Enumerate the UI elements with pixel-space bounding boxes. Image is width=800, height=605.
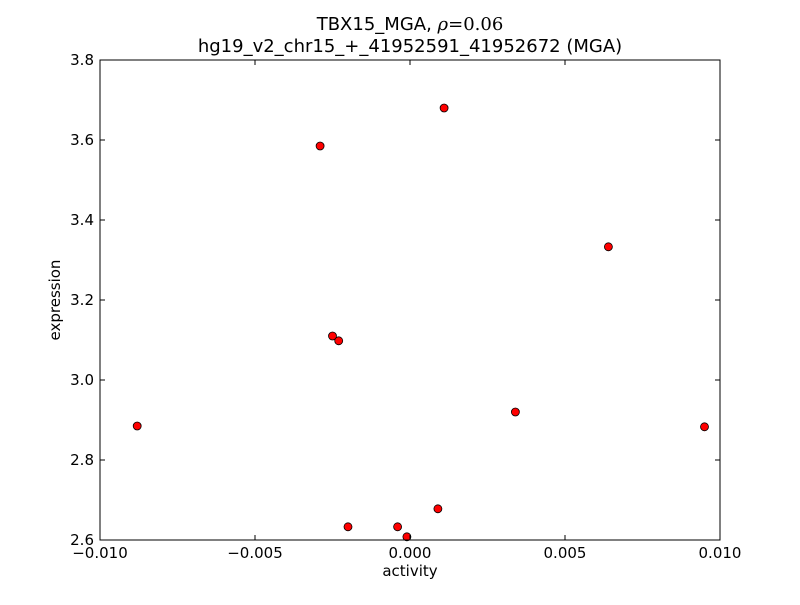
y-tick-label-1: 2.8 [70, 451, 94, 469]
data-point-10 [604, 242, 613, 252]
x-tick-label-3: 0.005 [544, 544, 587, 562]
data-point-4 [343, 522, 353, 532]
data-point-0 [132, 421, 142, 431]
title-rho-symbol: ρ [437, 14, 449, 35]
data-point-7 [433, 504, 443, 514]
chart-title-line1: TBX15_MGA, ρ=0.06 [316, 14, 504, 35]
x-axis-label: activity [382, 562, 437, 580]
axis-ticks: −0.010 −0.005 0.000 0.005 0.010 2.6 2.8 3.0 3.2 3… [70, 51, 741, 562]
y-tick-label-3: 3.2 [70, 291, 94, 309]
data-point-1 [315, 141, 325, 151]
x-tick-label-2: 0.000 [389, 544, 432, 562]
plot-frame [99, 59, 721, 541]
y-tick-label-4: 3.4 [70, 211, 94, 229]
data-point-5 [393, 522, 403, 532]
data-point-2 [328, 331, 337, 341]
chart-title-line2: hg19_v2_chr15_+_41952591_41952672 (MGA) [198, 36, 622, 57]
data-point-11 [700, 422, 709, 432]
y-tick-label-2: 3.0 [70, 371, 94, 389]
data-point-9 [511, 407, 520, 417]
y-tick-label-6: 3.8 [70, 51, 94, 69]
title-prefix: TBX15_MGA, [316, 14, 432, 35]
data-point-6 [402, 532, 412, 542]
data-point-3 [334, 336, 344, 346]
y-tick-label-0: 2.6 [70, 531, 94, 549]
x-tick-label-0: −0.010 [72, 544, 128, 562]
x-tick-label-4: 0.010 [699, 544, 742, 562]
y-tick-label-5: 3.6 [70, 131, 94, 149]
data-point-8 [439, 103, 449, 113]
y-axis-label: expression [46, 260, 64, 341]
title-rho-value: =0.06 [448, 14, 503, 35]
x-tick-label-1: −0.005 [227, 544, 283, 562]
data-points [132, 103, 709, 542]
